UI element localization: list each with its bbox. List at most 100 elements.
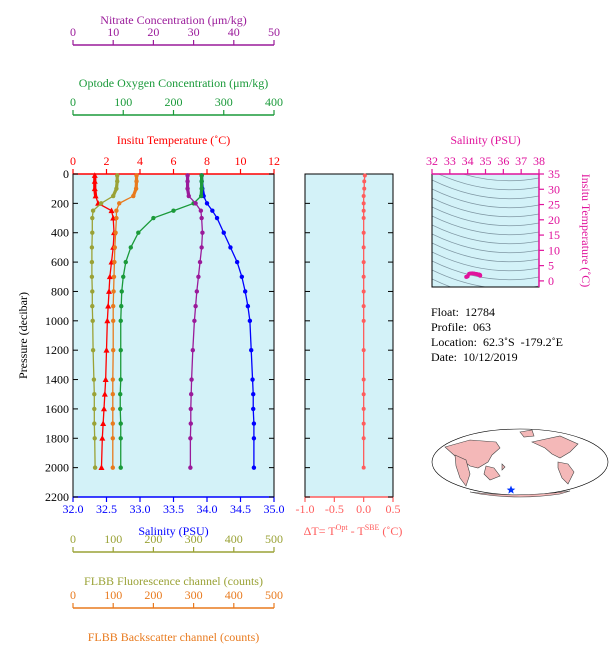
salinity-point	[251, 421, 257, 426]
fluorescence-point	[89, 245, 95, 250]
oxygen-point	[123, 259, 128, 265]
profile-panel	[72, 173, 275, 498]
delta-t-point	[361, 304, 366, 309]
delta-t-point	[361, 436, 366, 441]
ts-y-tick-label: 5	[548, 259, 554, 273]
land-australia	[483, 465, 501, 481]
backscatter-point	[110, 465, 115, 470]
backscatter-axis-title: FLBB Backscatter channel (counts)	[88, 630, 260, 644]
delta-t-point	[361, 465, 366, 470]
density-contour	[432, 260, 539, 281]
salinity-tick-label: 33.0	[130, 502, 151, 516]
delta-t-point	[361, 406, 366, 411]
delta-t-point	[361, 274, 366, 279]
ts-point	[478, 273, 483, 278]
density-contour	[432, 197, 539, 218]
temperature-tick-label: 8	[204, 154, 210, 168]
delta-t-point	[361, 245, 366, 250]
delta-t-tick-label: 0.5	[386, 502, 401, 516]
temperature-point	[99, 435, 106, 441]
oxygen-point	[151, 215, 156, 221]
land-greenland	[519, 429, 535, 438]
land-antarctica	[469, 490, 571, 498]
fluorescence-surface-segment	[111, 175, 119, 197]
nitrate-axis-title: Nitrate Concentration (μm/kg)	[100, 13, 246, 27]
delta-t-point	[361, 216, 366, 221]
backscatter-point	[111, 289, 116, 294]
density-contour	[432, 215, 539, 236]
nitrate-tick-label: 50	[268, 25, 280, 39]
pressure-tick-label: 0	[63, 167, 69, 181]
salinity-point	[221, 230, 226, 235]
backscatter-surface-segment	[131, 175, 139, 197]
delta-t-tick-label: -0.5	[325, 502, 344, 516]
float-location-star	[506, 485, 516, 494]
nitrate-tick-label: 10	[107, 25, 119, 39]
fluorescence-tick-label: 300	[185, 532, 203, 546]
temperature-point	[108, 207, 115, 214]
pressure-tick-label: 2000	[45, 461, 69, 475]
nitrate-point	[199, 215, 204, 221]
fluorescence-point	[90, 230, 95, 235]
salinity-tick-label: 32.5	[96, 502, 117, 516]
fluorescence-point	[92, 436, 97, 441]
nitrate-tick-label: 20	[147, 25, 159, 39]
float-id: Float: 12784	[431, 305, 496, 319]
density-contour	[432, 206, 539, 227]
ts-x-tick-label: 33	[444, 154, 456, 168]
backscatter-point	[111, 274, 117, 279]
salinity-point	[242, 289, 248, 294]
fluorescence-tick-label: 0	[70, 532, 76, 546]
nitrate-point	[199, 245, 204, 250]
salinity-point	[239, 274, 245, 279]
fluorescence-point	[90, 208, 96, 213]
delta-t-point	[361, 260, 366, 265]
density-contour	[432, 288, 539, 307]
temperature-point	[104, 317, 111, 324]
salinity-point	[247, 318, 253, 324]
salinity-point	[210, 208, 215, 213]
backscatter-tick-label: 100	[104, 588, 122, 602]
ts-y-tick-label: 10	[548, 243, 560, 257]
delta-t-point	[361, 208, 366, 213]
nitrate-tick-label: 30	[188, 25, 200, 39]
backscatter-tick-label: 400	[225, 588, 243, 602]
density-contour	[437, 174, 539, 191]
oxygen-tick-label: 300	[215, 95, 233, 109]
density-contour	[432, 242, 539, 263]
ts-x-tick-label: 37	[515, 154, 527, 168]
profile-number: Profile: 063	[431, 320, 491, 334]
world-map	[431, 428, 609, 498]
pressure-tick-label: 1000	[45, 314, 69, 328]
fluorescence-point	[98, 201, 104, 206]
backscatter-tick-label: 300	[185, 588, 203, 602]
density-contour	[432, 188, 539, 209]
fluorescence-tick-label: 500	[265, 532, 283, 546]
salinity-point	[251, 406, 256, 412]
nitrate-point	[188, 465, 193, 470]
salinity-point	[251, 392, 256, 397]
salinity-tick-label: 35.0	[264, 502, 285, 516]
delta-t-point	[362, 186, 367, 191]
backscatter-point	[112, 245, 118, 250]
fluorescence-tick-label: 100	[104, 532, 122, 546]
nitrate-point	[188, 436, 193, 441]
fluorescence-point	[90, 318, 95, 324]
oxygen-point	[118, 392, 123, 397]
ts-x-tick-label: 38	[533, 154, 545, 168]
oxygen-point	[118, 347, 123, 353]
temperature-tick-label: 4	[137, 154, 143, 168]
temperature-point	[102, 376, 109, 382]
fluorescence-point	[91, 377, 97, 382]
temperature-point	[101, 391, 108, 397]
delta-t-point	[361, 201, 366, 206]
nitrate-point	[197, 259, 203, 265]
oxygen-point	[118, 436, 123, 441]
delta-t-tick-label: 0.0	[356, 502, 371, 516]
backscatter-tick-label: 500	[265, 588, 283, 602]
oxygen-point	[118, 421, 123, 426]
nitrate-point	[190, 347, 195, 353]
salinity-point	[251, 465, 257, 470]
pressure-tick-label: 600	[51, 255, 69, 269]
